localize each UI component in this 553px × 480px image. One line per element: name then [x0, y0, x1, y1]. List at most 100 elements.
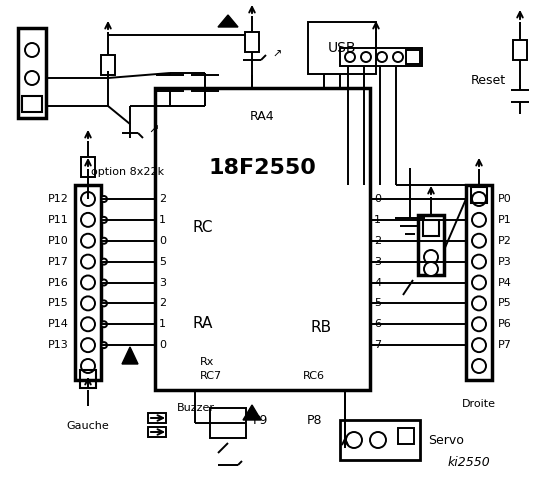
Text: RC7: RC7	[200, 371, 222, 381]
Bar	[308, 22, 376, 74]
Text: ↗: ↗	[272, 50, 281, 60]
Text: 4: 4	[374, 277, 381, 288]
Bar	[210, 408, 246, 438]
Circle shape	[101, 259, 107, 264]
Circle shape	[472, 192, 486, 206]
Circle shape	[472, 254, 486, 269]
Bar	[471, 187, 487, 203]
Circle shape	[101, 300, 107, 306]
Bar	[513, 40, 527, 60]
Circle shape	[81, 296, 95, 311]
Text: Buzzer: Buzzer	[177, 403, 215, 413]
Bar	[80, 370, 96, 388]
Text: option 8x22k: option 8x22k	[91, 167, 165, 177]
Text: Servo: Servo	[428, 433, 464, 446]
Circle shape	[424, 250, 438, 264]
Circle shape	[81, 338, 95, 352]
Text: Gauche: Gauche	[66, 421, 109, 431]
Text: P15: P15	[48, 299, 69, 308]
Circle shape	[101, 279, 107, 286]
Circle shape	[81, 276, 95, 289]
Bar	[148, 427, 166, 437]
Bar	[155, 88, 370, 390]
Text: P4: P4	[498, 277, 512, 288]
Circle shape	[81, 192, 95, 206]
Text: 2: 2	[159, 194, 166, 204]
Circle shape	[101, 217, 107, 223]
Bar	[245, 32, 259, 52]
Text: 5: 5	[159, 257, 166, 266]
Circle shape	[345, 52, 355, 62]
Text: RA: RA	[193, 315, 213, 331]
Text: 7: 7	[374, 340, 381, 350]
Text: 5: 5	[374, 299, 381, 308]
Circle shape	[101, 342, 107, 348]
Bar	[75, 185, 101, 380]
Circle shape	[25, 71, 39, 85]
Circle shape	[370, 432, 386, 448]
Text: P9: P9	[252, 413, 268, 427]
Circle shape	[101, 321, 107, 327]
Text: RC: RC	[193, 220, 213, 236]
Text: P10: P10	[48, 236, 69, 246]
Circle shape	[377, 52, 387, 62]
Polygon shape	[218, 15, 238, 27]
Bar	[81, 157, 95, 177]
Bar	[466, 185, 492, 380]
Bar	[101, 55, 115, 75]
Bar	[340, 48, 422, 66]
Bar	[423, 220, 439, 236]
Circle shape	[81, 359, 95, 373]
Text: 1: 1	[159, 215, 166, 225]
Text: P3: P3	[498, 257, 512, 266]
Text: USB: USB	[328, 41, 356, 55]
Text: P13: P13	[48, 340, 69, 350]
Text: ↗: ↗	[148, 122, 159, 135]
Text: P6: P6	[498, 319, 512, 329]
Bar	[18, 28, 46, 118]
Text: 1: 1	[159, 319, 166, 329]
Circle shape	[346, 432, 362, 448]
Circle shape	[81, 234, 95, 248]
Circle shape	[472, 338, 486, 352]
Circle shape	[472, 276, 486, 289]
Circle shape	[101, 238, 107, 244]
Text: Reset: Reset	[471, 73, 506, 86]
Text: 2: 2	[159, 299, 166, 308]
Bar	[22, 96, 42, 112]
Bar	[340, 420, 420, 460]
Circle shape	[81, 317, 95, 331]
Text: P0: P0	[498, 194, 512, 204]
Polygon shape	[243, 405, 261, 420]
Text: RB: RB	[311, 321, 332, 336]
Text: P5: P5	[498, 299, 512, 308]
Circle shape	[472, 317, 486, 331]
Text: P14: P14	[48, 319, 69, 329]
Circle shape	[393, 52, 403, 62]
Text: RA4: RA4	[250, 109, 275, 122]
Text: 18F2550: 18F2550	[208, 158, 316, 178]
Circle shape	[472, 296, 486, 311]
Bar	[406, 50, 420, 64]
Text: P16: P16	[48, 277, 69, 288]
Circle shape	[81, 254, 95, 269]
Text: 3: 3	[374, 257, 381, 266]
Text: P7: P7	[498, 340, 512, 350]
Circle shape	[472, 234, 486, 248]
Text: P12: P12	[48, 194, 69, 204]
Text: 2: 2	[374, 236, 381, 246]
Text: P1: P1	[498, 215, 512, 225]
Circle shape	[361, 52, 371, 62]
Circle shape	[101, 196, 107, 202]
Circle shape	[472, 359, 486, 373]
Bar	[418, 215, 444, 275]
Text: RC6: RC6	[303, 371, 325, 381]
Circle shape	[472, 213, 486, 227]
Bar	[148, 413, 166, 423]
Polygon shape	[122, 347, 138, 364]
Text: P8: P8	[307, 413, 323, 427]
Text: Droite: Droite	[462, 399, 496, 409]
Text: 0: 0	[159, 236, 166, 246]
Text: 3: 3	[159, 277, 166, 288]
Text: ki2550: ki2550	[447, 456, 490, 468]
